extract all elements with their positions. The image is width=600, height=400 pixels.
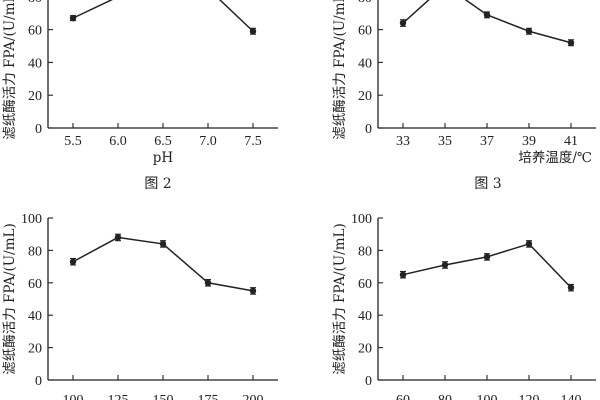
y-tick-label: 0 [35,374,42,389]
data-point [114,234,122,241]
x-tick-label: 39 [522,134,536,149]
x-tick-label: 7.0 [199,134,217,149]
y-tick-label: 100 [351,212,372,227]
x-tick-label: 37 [480,134,494,149]
y-tick-label: 20 [358,342,372,357]
data-point [483,11,491,19]
y-tick-label: 60 [28,24,42,39]
data-point [69,14,77,22]
chart-bottom-right: 0 20 40 60 80 100 60 80 100 120 140 滤纸酶活力 FPA/(U/mL… [332,212,596,400]
data-point [69,258,77,265]
x-tick-label: 80 [438,393,452,400]
x-tick-label: 33 [396,134,410,149]
y-axis-label: 滤纸酶活力 FPA/(U/mL) [2,223,18,375]
y-tick-label: 0 [365,122,372,137]
y-tick-label: 40 [358,309,372,324]
x-axis-label: pH [153,150,174,166]
x-tick-label: 6.5 [154,134,172,149]
y-tick-label: 60 [28,277,42,292]
y-tick-label: 0 [35,122,42,137]
y-tick-label: 40 [358,56,372,71]
y-axis-label: 滤纸酶活力 FPA/(U/mL) [332,223,348,375]
x-tick-label: 125 [108,393,129,400]
data-point [441,261,449,269]
data-point [159,240,167,248]
x-tick-label: 6.0 [109,134,127,149]
x-tick-label: 35 [438,134,452,149]
x-tick-label: 140 [561,393,582,400]
data-point [525,28,533,35]
x-tick-label: 175 [198,393,219,400]
y-tick-label: 0 [365,374,372,389]
series-line [402,0,572,44]
data-point [249,28,257,35]
x-tick-label: 5.5 [64,134,82,149]
x-tick-label: 150 [153,393,174,400]
y-tick-label: 40 [28,309,42,324]
data-point [525,240,533,248]
x-tick-label: 100 [477,393,498,400]
y-tick-label: 40 [28,56,42,71]
y-tick-label: 20 [28,89,42,104]
x-tick-label: 7.5 [244,134,262,149]
y-tick-label: 20 [28,342,42,357]
chart-ph: 0 20 40 60 80 5.5 6.0 6.5 7.0 7.5 滤纸酶活力 FPA/(U/mL)… [2,0,278,192]
figure-caption: 图 2 [144,176,171,192]
data-point [204,279,212,286]
series-line [402,243,572,289]
data-point [399,271,407,278]
y-tick-label: 20 [358,89,372,104]
x-axis-label: 培养温度/℃ [518,150,592,166]
data-point [399,19,407,27]
chart-temperature: 0 20 40 60 80 33 35 37 39 41 滤纸酶活力 FPA/(U/mL) 培养温度/… [332,0,596,192]
y-tick-label: 60 [358,24,372,39]
data-point [249,287,257,295]
y-tick-label: 80 [358,0,372,6]
x-tick-label: 60 [396,393,410,400]
y-tick-label: 60 [358,277,372,292]
chart-bottom-left: 0 20 40 60 80 100 100 125 150 175 200 滤纸酶活力 FPA/(U/… [2,212,278,400]
series-line [72,0,254,32]
data-point [567,284,575,291]
y-tick-label: 80 [28,0,42,6]
figure-caption: 图 3 [474,176,501,192]
x-tick-label: 120 [519,393,540,400]
y-tick-label: 80 [358,244,372,259]
y-axis-label: 滤纸酶活力 FPA/(U/mL) [332,0,348,140]
y-axis-label: 滤纸酶活力 FPA/(U/mL) [2,0,18,140]
data-point [483,253,491,261]
y-tick-label: 100 [21,212,42,227]
x-tick-label: 100 [63,393,84,400]
y-tick-label: 80 [28,244,42,259]
x-tick-label: 41 [564,134,578,149]
data-point [567,39,575,46]
x-tick-label: 200 [243,393,264,400]
